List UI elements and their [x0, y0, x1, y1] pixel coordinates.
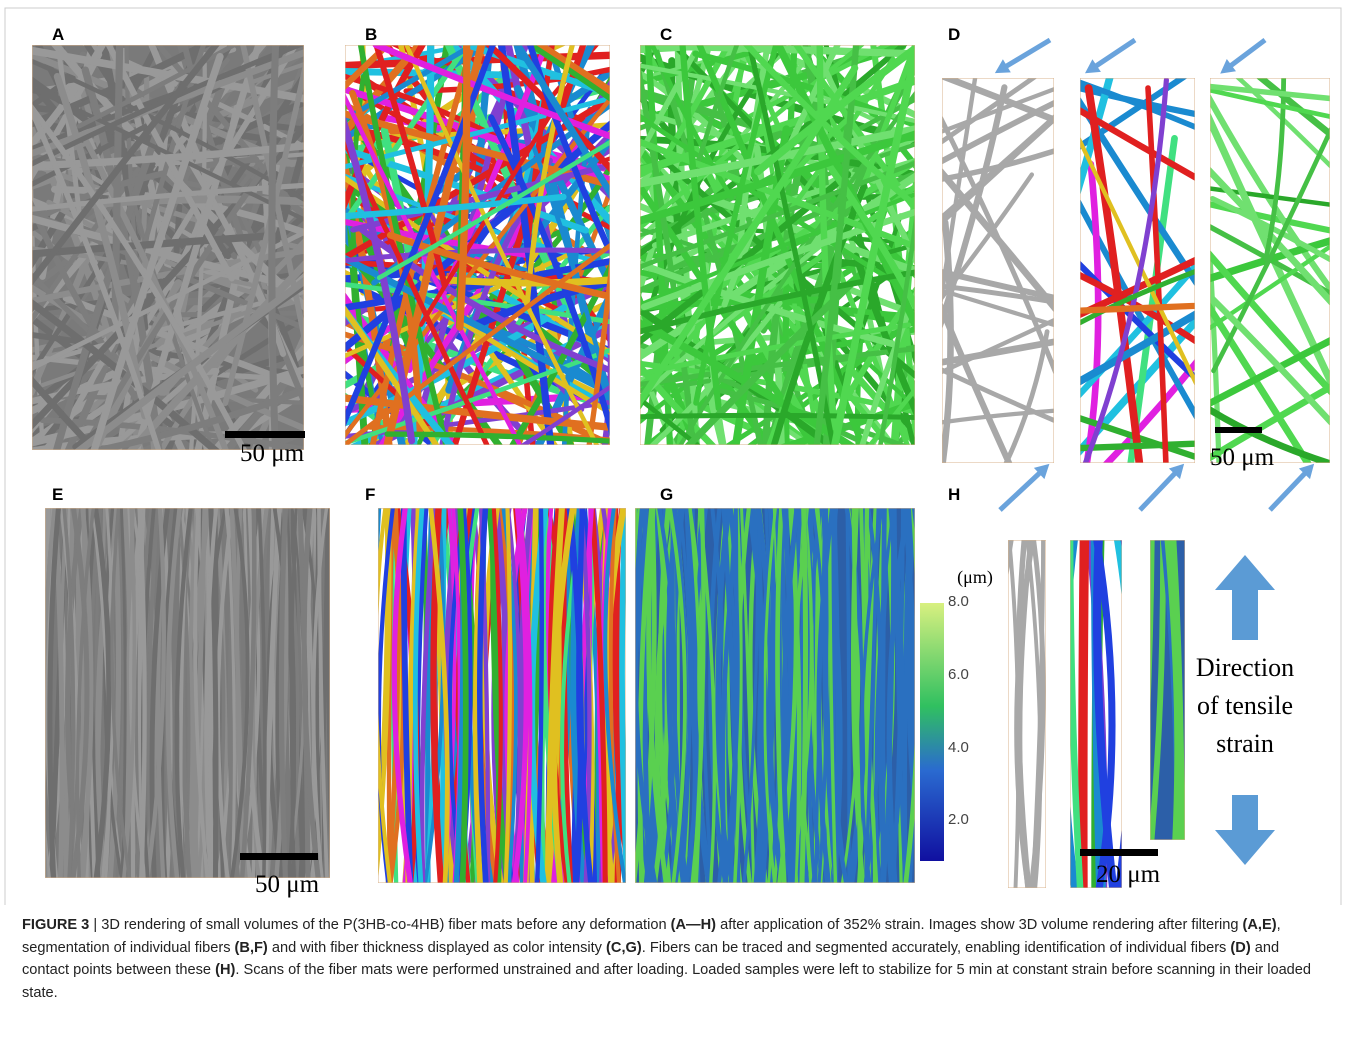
fiber-renderings	[0, 0, 1346, 893]
fiber	[1083, 535, 1085, 893]
arrow-shaft	[1000, 40, 1050, 70]
direction-text: of tensile	[1197, 691, 1293, 720]
arrow-shaft	[1090, 40, 1135, 70]
panel-label: C	[660, 25, 672, 44]
panel-label: E	[52, 485, 63, 504]
caption-run: | 3D rendering of small volumes of the P…	[89, 917, 670, 933]
fiber	[944, 332, 1047, 564]
caption-run: . Fibers can be traced and segmented acc…	[642, 940, 1231, 956]
fiber-mat	[35, 503, 332, 883]
fiber-mat	[1063, 535, 1134, 893]
colorbar-tick: 8.0	[948, 593, 969, 610]
fiber	[1118, 535, 1131, 893]
caption-run: (A—H)	[671, 917, 716, 933]
panel-label: H	[948, 485, 960, 504]
fiber-mat	[618, 503, 930, 888]
caption-run: after application of 352% strain. Images…	[716, 917, 1242, 933]
panel-label: D	[948, 25, 960, 44]
caption-run: and with fiber thickness displayed as co…	[268, 940, 606, 956]
panel-label: G	[660, 485, 673, 504]
scale-label: 50 μm	[255, 871, 320, 898]
fiber	[994, 535, 1012, 893]
caption-run: FIGURE 3	[22, 917, 89, 933]
caption-run: (A,E)	[1243, 917, 1277, 933]
colorbar-tick: 6.0	[948, 666, 969, 683]
fiber-mat	[994, 535, 1046, 893]
page: A B C D E F G H 50 μm 50 μm 50 μm 20 μm …	[0, 0, 1346, 1043]
scale-label: 50 μm	[240, 440, 305, 467]
panel-label: B	[365, 25, 377, 44]
scale-bar	[1080, 849, 1158, 856]
fiber	[883, 503, 885, 888]
figure: A B C D E F G H 50 μm 50 μm 50 μm 20 μm …	[0, 0, 1346, 905]
arrow-shaft	[1000, 468, 1045, 510]
fiber-mat	[1141, 535, 1185, 845]
colorbar-tick: 2.0	[948, 811, 969, 828]
colorbar-tick: 4.0	[948, 739, 969, 756]
arrow-shaft	[1270, 468, 1310, 510]
scale-bar	[240, 853, 318, 860]
fiber	[1009, 535, 1019, 893]
panel-label: F	[365, 485, 375, 504]
fiber	[368, 503, 379, 888]
colorbar	[920, 603, 944, 861]
colorbar-unit: (μm)	[957, 567, 993, 588]
direction-text: Direction	[1196, 653, 1294, 682]
direction-text: strain	[1216, 729, 1274, 758]
arrow-up	[1215, 555, 1275, 640]
fiber	[1116, 535, 1134, 893]
scale-label: 20 μm	[1096, 861, 1161, 888]
caption-run: (H)	[215, 962, 235, 978]
fiber	[622, 503, 627, 888]
caption: FIGURE 3 | 3D rendering of small volumes…	[22, 914, 1322, 1004]
arrow-down	[1215, 795, 1275, 865]
arrow-shaft	[1140, 468, 1180, 510]
scale-bar	[225, 431, 305, 438]
caption-run: (C,G)	[606, 940, 642, 956]
fiber-mat	[368, 503, 629, 888]
caption-run: (B,F)	[235, 940, 268, 956]
caption-run: (D)	[1230, 940, 1250, 956]
panel-label: A	[52, 25, 64, 44]
scale-bar	[1215, 427, 1262, 433]
scale-label: 50 μm	[1210, 444, 1275, 471]
